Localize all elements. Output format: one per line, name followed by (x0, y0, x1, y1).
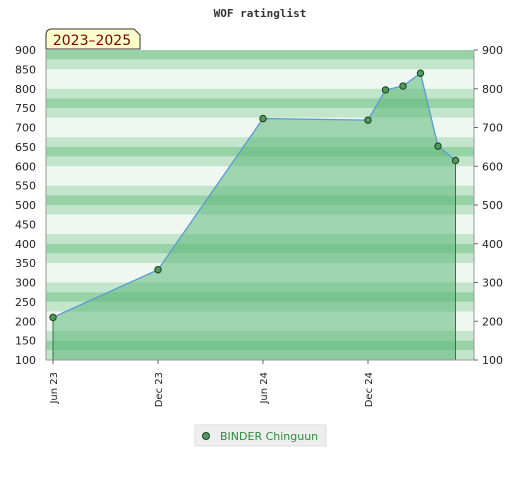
data-point (381, 86, 390, 94)
y-tick-label-left: 100 (15, 354, 36, 367)
legend-marker-icon (202, 432, 210, 440)
data-point (364, 116, 372, 124)
legend: BINDER Chinguun (194, 424, 327, 447)
background-band (46, 79, 474, 89)
background-band (46, 59, 474, 70)
background-band (46, 69, 474, 80)
x-tick-label: Dec 23 (154, 372, 165, 407)
y-tick-label-right: 300 (482, 277, 503, 290)
y-tick-label-left: 650 (15, 141, 36, 154)
y-tick-label-right: 400 (482, 238, 503, 251)
y-tick-label-left: 400 (15, 238, 36, 251)
y-tick-label-right: 500 (482, 199, 503, 212)
y-tick-label-left: 250 (15, 296, 36, 309)
y-tick-label-left: 550 (15, 180, 36, 193)
background-band (46, 98, 474, 109)
background-band (46, 88, 474, 99)
y-tick-label-left: 900 (15, 44, 36, 57)
y-tick-label-left: 850 (15, 63, 36, 76)
period-badge-label: 2023–2025 (53, 33, 131, 49)
x-tick-label: Jun 24 (259, 372, 270, 405)
legend-series-name: BINDER Chinguun (220, 430, 318, 443)
data-point (259, 114, 267, 123)
y-tick-label-left: 200 (15, 315, 36, 328)
data-markers (49, 69, 460, 322)
data-point (399, 82, 407, 90)
y-tick-label-left: 300 (15, 277, 36, 290)
y-tick-label-left: 150 (15, 335, 36, 348)
background-band (46, 50, 474, 60)
y-tick-label-right: 200 (482, 315, 503, 328)
y-tick-label-right: 600 (482, 160, 503, 173)
y-tick-label-left: 750 (15, 102, 36, 115)
y-axis-left: 100 150 200 250 300 350 400 450 500 550 600 650 700 7… (15, 44, 36, 367)
y-tick-label-right: 800 (482, 83, 503, 96)
data-point (434, 142, 442, 150)
legend-box (194, 424, 327, 447)
y-axis-right: 100 200 300 400 500 600 700 800 900 (474, 44, 503, 367)
x-axis: Jun 23 Dec 23 Jun 24 Dec 24 (49, 360, 375, 407)
data-point (154, 266, 162, 274)
y-tick-label-left: 600 (15, 160, 36, 173)
data-point (451, 156, 460, 165)
y-tick-label-left: 800 (15, 83, 36, 96)
period-badge-box (45, 28, 141, 50)
y-tick-label-left: 450 (15, 218, 36, 231)
y-tick-label-left: 500 (15, 199, 36, 212)
period-badge: 2023–2025 (45, 28, 141, 50)
chart-title: WOF ratinglist (214, 7, 307, 20)
x-tick-label: Dec 24 (364, 372, 375, 407)
y-tick-label-right: 100 (482, 354, 503, 367)
y-tick-label-left: 700 (15, 122, 36, 135)
data-point (49, 313, 57, 322)
y-tick-label-right: 900 (482, 44, 503, 57)
data-point (416, 69, 425, 77)
y-tick-label-right: 700 (482, 122, 503, 135)
background-band (46, 108, 474, 118)
series-area (53, 73, 456, 360)
x-tick-label: Jun 23 (49, 372, 60, 405)
y-tick-label-left: 350 (15, 257, 36, 270)
